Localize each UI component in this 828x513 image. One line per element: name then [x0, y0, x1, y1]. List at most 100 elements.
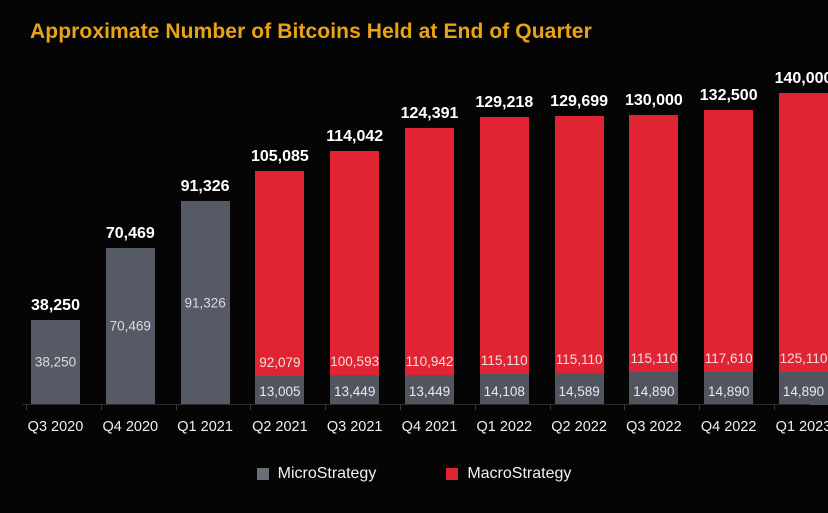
bar-segment-microstrategy[interactable]: 38,250 [31, 319, 80, 405]
bar-segment-microstrategy[interactable]: 91,326 [180, 201, 230, 405]
bar-segment-value-microstrategy: 14,890 [782, 384, 825, 399]
bar-total-label: 124,391 [400, 104, 459, 122]
bar-total-label: 130,000 [624, 92, 683, 110]
bar-segment-macrostrategy[interactable]: 115,110 [629, 115, 679, 372]
x-axis-label: Q3 2021 [326, 419, 383, 435]
bar-total-label: 132,500 [699, 86, 758, 104]
x-axis-label: Q4 2021 [401, 419, 458, 435]
bar-segment-microstrategy[interactable]: 14,890 [704, 371, 754, 405]
bar-segment-value-macrostrategy: 115,110 [555, 351, 603, 367]
bar-group[interactable]: 125,110 14,890 140,000 [775, 1, 828, 405]
x-axis-label: Q2 2022 [551, 419, 607, 435]
bar-stack: 91,326 [180, 201, 230, 405]
x-axis-tick [624, 405, 626, 410]
bar-segment-macrostrategy[interactable]: 115,110 [554, 115, 604, 373]
bar-segment-value-microstrategy: 14,890 [708, 384, 750, 399]
bar-segment-value-microstrategy: 13,005 [259, 384, 301, 399]
bar-group[interactable]: 70,469 70,469 [105, 1, 155, 405]
bar-segment-value-microstrategy: 14,890 [633, 384, 675, 399]
x-axis-label: Q3 2022 [626, 419, 682, 435]
bar-group[interactable]: 110,942 13,449 124,391 [401, 1, 458, 405]
x-axis-label: Q1 2022 [476, 419, 533, 435]
x-axis-label: Q4 2020 [102, 419, 159, 435]
bar-segment-value-macrostrategy: 92,079 [259, 355, 301, 371]
bar-segment-value-microstrategy: 13,449 [334, 384, 376, 399]
bar-segment-microstrategy[interactable]: 13,449 [405, 375, 454, 405]
bar-total-label: 114,042 [326, 127, 384, 145]
bar-group[interactable]: 100,593 13,449 114,042 [326, 1, 383, 405]
x-axis-tick [549, 405, 551, 410]
legend-label: MacroStrategy [467, 465, 572, 482]
bar-stack: 38,250 [31, 319, 80, 405]
x-axis-label: Q1 2021 [177, 419, 233, 435]
bar-segment-macrostrategy[interactable]: 115,110 [479, 117, 529, 374]
bar-total-label: 70,469 [105, 224, 155, 242]
bar-segment-microstrategy[interactable]: 14,108 [479, 373, 529, 405]
bar-group[interactable]: 91,326 91,326 [180, 1, 230, 405]
bar-group[interactable]: 117,610 14,890 132,500 [700, 1, 758, 405]
plot-area: 38,250 38,250 70,469 70,469 91,326 91,326 92,0… [31, 1, 828, 405]
bar-stack: 92,079 13,005 [255, 170, 305, 405]
bar-stack: 115,110 14,108 [479, 117, 529, 405]
x-axis-line [22, 404, 810, 405]
bar-stack: 110,942 13,449 [405, 127, 454, 405]
bar-segment-value-microstrategy: 38,250 [34, 354, 77, 370]
bar-group[interactable]: 38,250 38,250 [31, 1, 80, 405]
bar-segment-macrostrategy[interactable]: 110,942 [405, 127, 454, 376]
chart-title: Approximate Number of Bitcoins Held at E… [30, 20, 592, 43]
bar-segment-macrostrategy[interactable]: 125,110 [779, 93, 828, 372]
bar-segment-microstrategy[interactable]: 14,890 [779, 371, 828, 405]
bar-group[interactable]: 115,110 14,890 130,000 [625, 1, 683, 405]
bar-segment-macrostrategy[interactable]: 100,593 [330, 150, 380, 376]
x-axis-tick [325, 405, 327, 410]
bar-segment-value-microstrategy: 13,449 [408, 384, 451, 399]
legend-label: MicroStrategy [277, 465, 377, 482]
bar-segment-value-macrostrategy: 125,110 [779, 350, 828, 366]
legend-swatch-icon [256, 468, 269, 480]
bar-segment-microstrategy[interactable]: 14,589 [554, 372, 604, 405]
x-axis-tick [699, 405, 701, 410]
x-axis-tick [474, 405, 476, 410]
bar-segment-value-microstrategy: 14,589 [558, 384, 600, 399]
chart-legend: MicroStrategy MacroStrategy [0, 465, 828, 483]
bar-segment-value-macrostrategy: 115,110 [480, 352, 528, 368]
bar-stack: 117,610 14,890 [704, 109, 754, 405]
x-axis-label: Q4 2022 [700, 419, 757, 435]
x-axis-label: Q2 2021 [252, 419, 308, 435]
bar-total-label: 129,699 [550, 92, 609, 110]
bar-group[interactable]: 92,079 13,005 105,085 [251, 1, 309, 405]
bar-total-label: 140,000 [774, 70, 828, 87]
x-axis-tick [250, 405, 252, 410]
bar-segment-value-macrostrategy: 117,610 [704, 350, 753, 366]
legend-item-macrostrategy[interactable]: MacroStrategy [446, 465, 571, 483]
bar-stack: 100,593 13,449 [330, 150, 380, 405]
bar-group[interactable]: 115,110 14,108 129,218 [475, 1, 533, 405]
x-axis-label: Q3 2020 [27, 419, 84, 435]
bar-segment-microstrategy[interactable]: 13,005 [255, 376, 305, 405]
bar-stack: 125,110 14,890 [779, 93, 828, 405]
bar-total-label: 91,326 [180, 178, 230, 196]
bar-stack: 115,110 14,589 [554, 115, 604, 405]
x-axis-tick [175, 405, 177, 410]
x-axis-tick [100, 405, 102, 410]
bar-segment-microstrategy[interactable]: 14,890 [629, 371, 679, 405]
bar-segment-microstrategy[interactable]: 70,469 [105, 247, 155, 405]
legend-item-microstrategy[interactable]: MicroStrategy [256, 465, 377, 483]
x-axis-tick [26, 405, 27, 410]
bar-segment-value-microstrategy: 70,469 [109, 318, 151, 334]
legend-swatch-icon [446, 468, 459, 480]
bar-total-label: 105,085 [250, 147, 309, 165]
bar-total-label: 129,218 [475, 94, 534, 112]
bar-segment-value-microstrategy: 14,108 [483, 384, 525, 399]
bar-segment-value-macrostrategy: 100,593 [330, 354, 380, 370]
bar-segment-macrostrategy[interactable]: 92,079 [255, 170, 305, 377]
bar-stack: 115,110 14,890 [629, 115, 679, 405]
bar-total-label: 38,250 [31, 296, 80, 314]
bar-segment-macrostrategy[interactable]: 117,610 [704, 109, 754, 372]
bar-group[interactable]: 115,110 14,589 129,699 [550, 1, 608, 405]
bar-segment-value-microstrategy: 91,326 [184, 295, 226, 311]
x-axis-tick [400, 405, 401, 410]
bar-segment-microstrategy[interactable]: 13,449 [330, 375, 380, 405]
bar-segment-value-macrostrategy: 115,110 [630, 350, 678, 366]
